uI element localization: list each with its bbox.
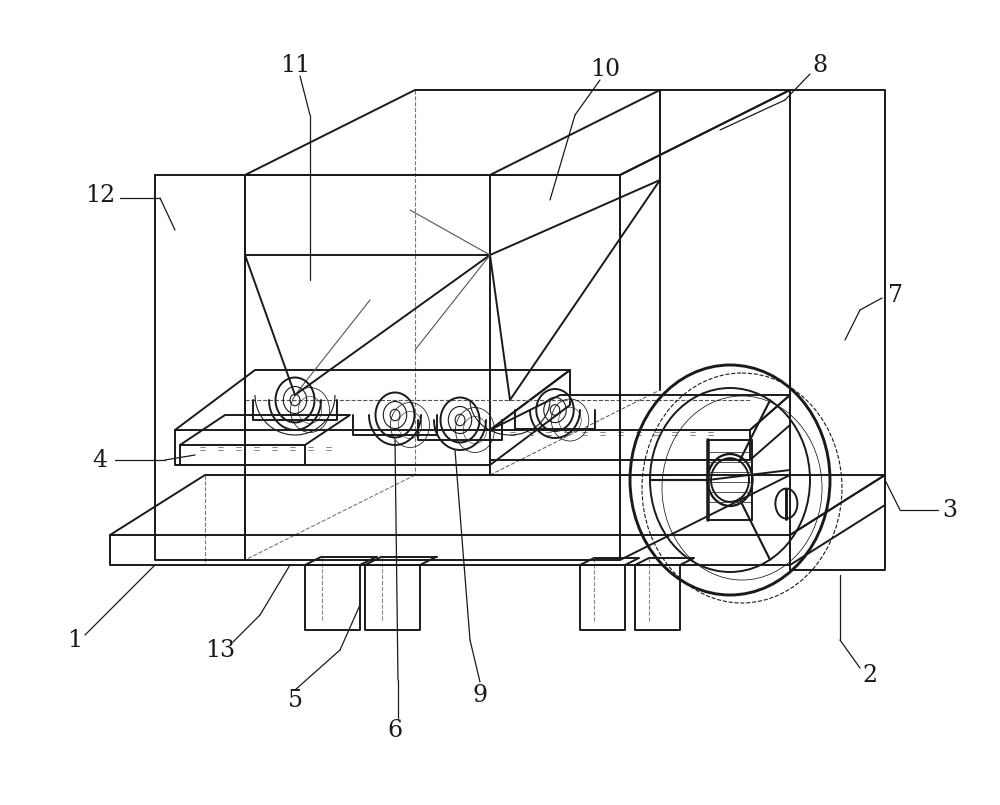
Text: 5: 5 (288, 688, 302, 712)
Text: 7: 7 (888, 283, 902, 307)
Text: 13: 13 (205, 638, 235, 662)
Text: 12: 12 (85, 184, 115, 207)
Text: 4: 4 (92, 448, 108, 472)
Text: 3: 3 (942, 498, 958, 522)
Text: 9: 9 (472, 683, 488, 707)
Text: 1: 1 (67, 629, 83, 651)
Text: 2: 2 (862, 663, 878, 687)
Text: 8: 8 (812, 53, 828, 76)
Text: 6: 6 (387, 719, 403, 741)
Text: 11: 11 (280, 53, 310, 76)
Text: 10: 10 (590, 59, 620, 81)
